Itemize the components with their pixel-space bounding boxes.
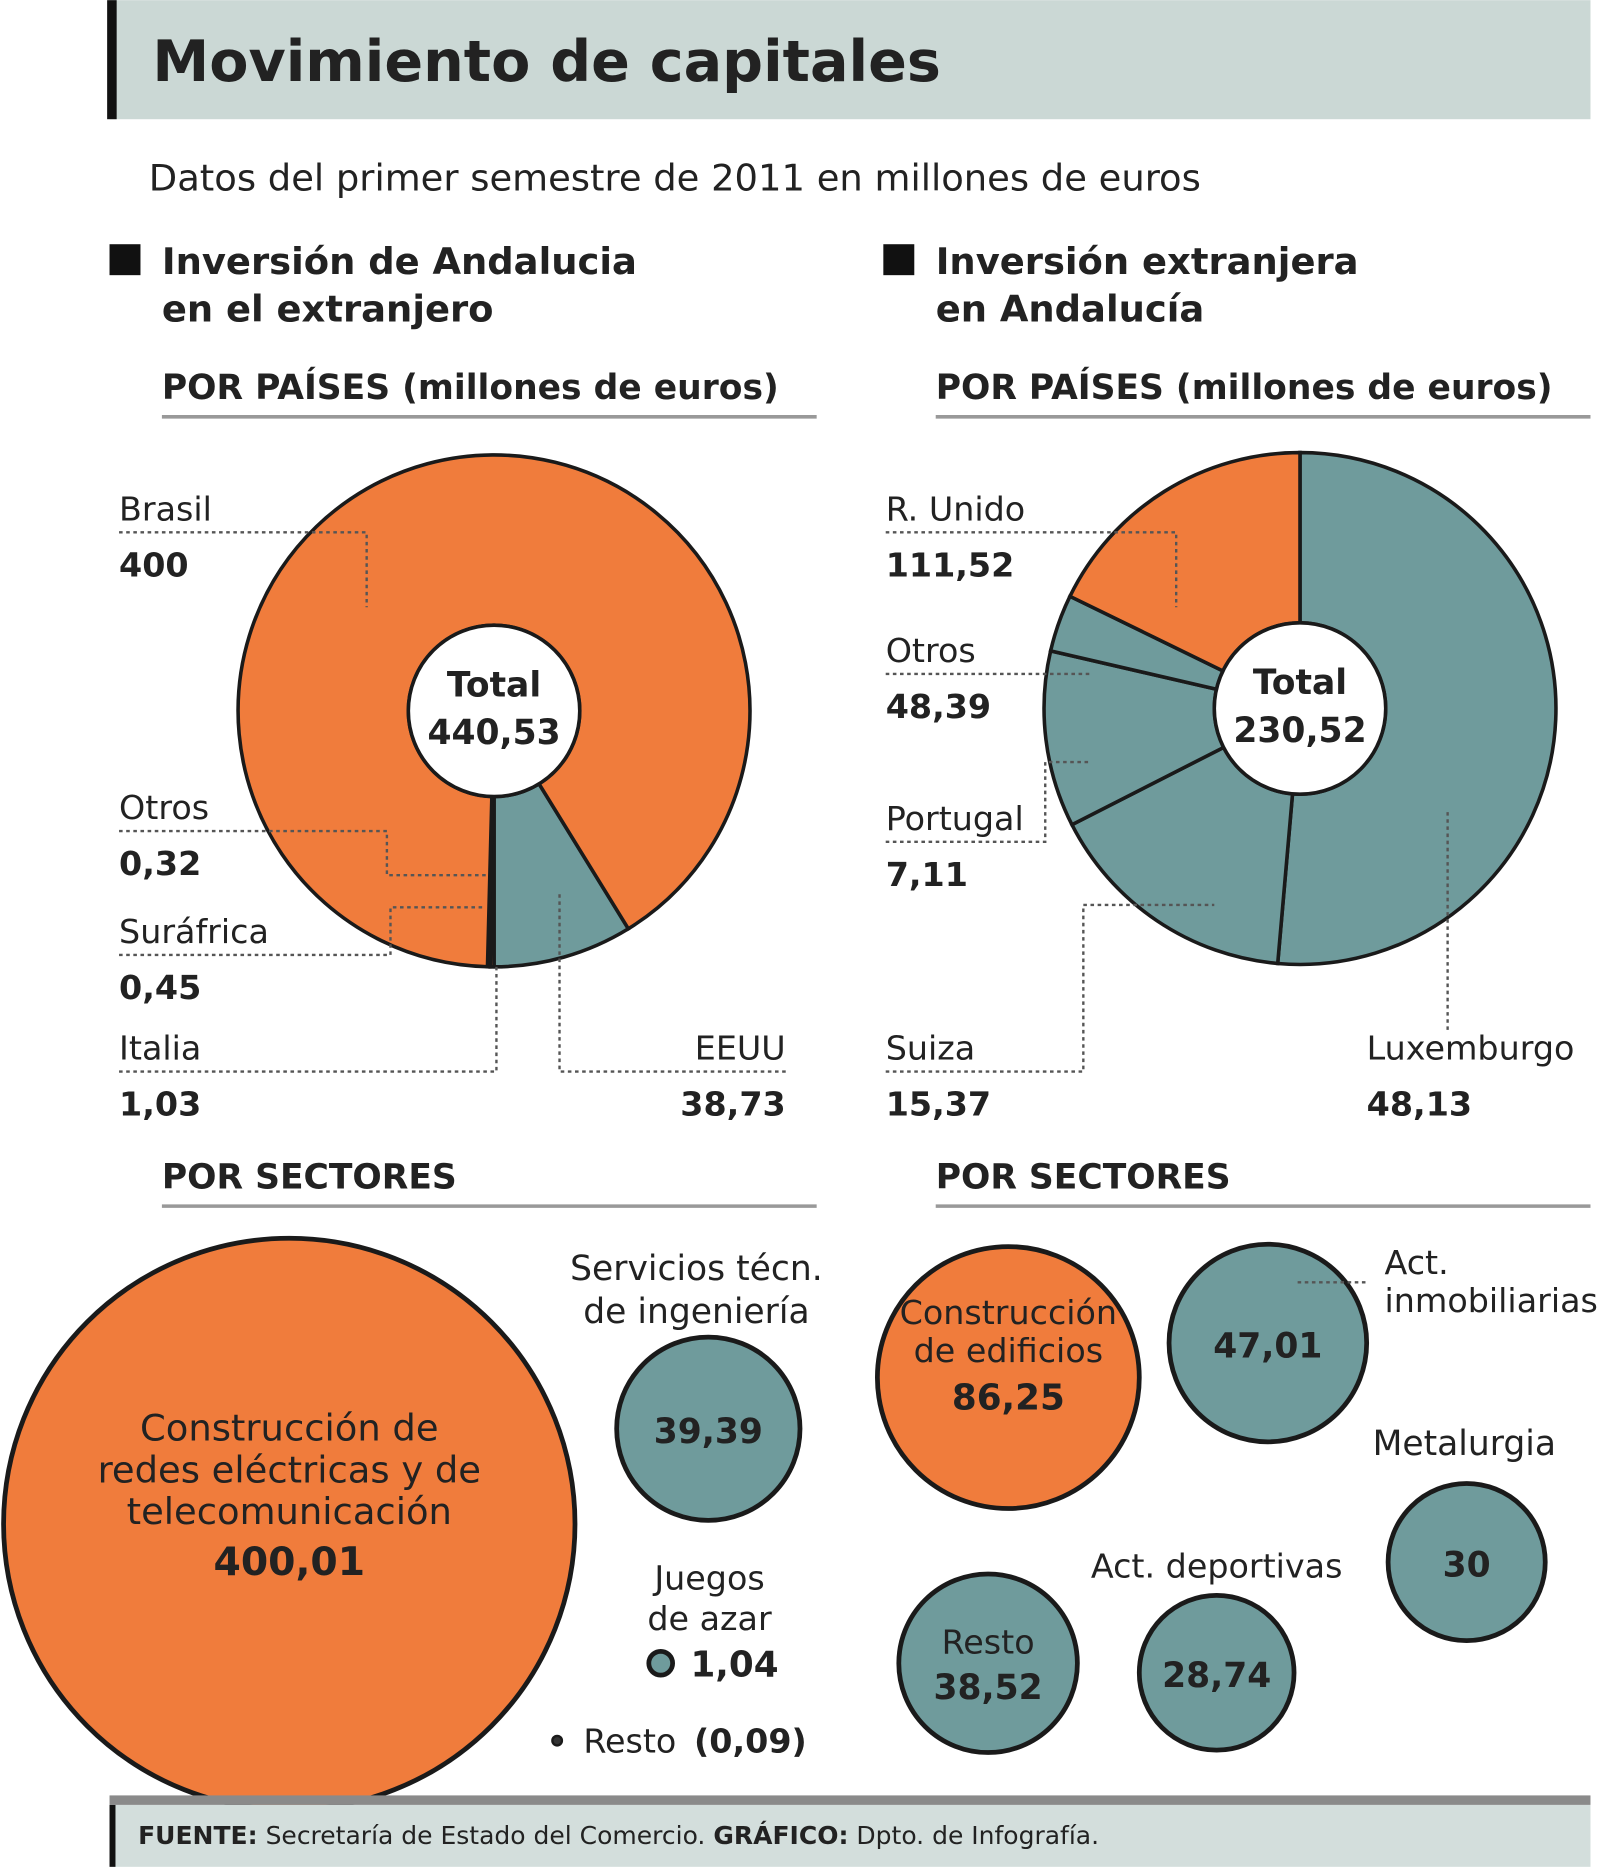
right-heading: Inversión extranjera [936,240,1359,283]
left-heading-2: en el extranjero [162,288,494,331]
bubble-text: de edificios [914,1331,1104,1370]
bubble-act-deportivas [1136,1593,1297,1753]
right-donut-labels: R. Unido 111,52 Otros 48,39 Portugal 7,1… [885,489,1575,1124]
bubble-resto [551,1734,564,1747]
bubble-act-inmobiliarias [1166,1241,1370,1445]
subtitle: Datos del primer semestre de 2011 en mil… [149,157,1201,200]
label-italia: Italia [119,1029,201,1068]
value-surafrica: 0,45 [119,968,201,1007]
bubble-text: 47,01 [1213,1326,1322,1366]
bubble-text: 86,25 [952,1378,1065,1419]
right-heading-2: en Andalucía [936,288,1205,331]
label-suiza: Suiza [886,1029,975,1068]
bubble-text: Juegos [652,1558,764,1597]
total-label: Total [1253,663,1347,703]
bubble-text: 1,04 [690,1644,778,1685]
label-luxemburgo: Luxemburgo [1367,1029,1575,1068]
bubble-text: 400,01 [214,1540,366,1585]
footer: FUENTE: Secretaría de Estado del Comerci… [138,1821,1099,1850]
header-band [109,0,1591,120]
value-eeuu: 38,73 [680,1085,785,1124]
right-countries-title: POR PAÍSES (millones de euros) [936,367,1553,408]
bubble-text: Servicios técn. [570,1249,823,1289]
left-sectors-title: POR SECTORES [162,1157,457,1197]
bubble-resto [896,1571,1080,1755]
value-italia: 1,03 [119,1085,201,1124]
left-donut-labels: Brasil 400 Otros 0,32 Suráfrica 0,45 Ita… [119,489,786,1124]
title: Movimiento de capitales [152,29,940,95]
bubble-text: 30 [1443,1545,1491,1585]
bubble-text: 39,39 [654,1412,763,1452]
bubble-servicios-te-cn-de-ingenieri-a [614,1334,803,1523]
left-donut: Total 440,53 [236,453,752,969]
bubble-text: Construcción de [140,1407,439,1450]
bubble-text: Resto [583,1722,676,1761]
bubble-text: de ingeniería [583,1292,809,1332]
total-label: Total [447,666,541,706]
header-bar [107,0,117,120]
left-square-icon [109,244,141,276]
right-donut: Total 230,52 [1042,450,1558,967]
value-otros: 0,32 [119,844,201,883]
value-r-unido: 111,52 [886,545,1015,584]
label-r-unido: R. Unido [886,489,1025,528]
bubble-construccio-n-de-edificios [875,1244,1142,1511]
bubble-text: 28,74 [1162,1656,1271,1696]
value-portugal: 7,11 [886,855,968,894]
label-surafrica: Suráfrica [119,912,269,951]
bubble-text: 38,52 [934,1668,1043,1708]
footer-band [109,1804,1591,1867]
bubble-juegos-de-azar [646,1648,675,1678]
total-value: 230,52 [1233,711,1366,751]
bubble-text: inmobiliarias [1385,1281,1598,1320]
left-countries-title: POR PAÍSES (millones de euros) [162,367,779,408]
right-square-icon [883,244,915,276]
label-otros: Otros [119,788,209,827]
label-otros-r: Otros [886,631,976,670]
value-brasil: 400 [119,545,189,584]
bubble-text: Resto [942,1623,1035,1662]
label-brasil: Brasil [119,489,212,528]
value-otros-r: 48,39 [886,687,991,726]
label-eeuu: EEUU [695,1029,786,1068]
bubble-text: telecomunicación [127,1490,452,1533]
bubble-text: redes eléctricas y de [98,1448,481,1491]
total-value: 440,53 [427,713,560,753]
value-luxemburgo: 48,13 [1367,1085,1472,1124]
label-portugal: Portugal [886,799,1024,838]
left-heading: Inversión de Andalucia [162,240,637,283]
bubble-text: (0,09) [694,1722,807,1761]
bubble-text: Act. deportivas [1091,1547,1343,1586]
bubble-text: Metalurgia [1373,1424,1556,1464]
bubble-text: Act. [1385,1243,1449,1282]
bubble-metalurgia [1385,1481,1548,1644]
value-suiza: 15,37 [886,1085,991,1124]
bubble-text: Construcción [900,1293,1117,1332]
bubble-text: de azar [647,1599,772,1638]
right-sectors-title: POR SECTORES [936,1157,1231,1197]
